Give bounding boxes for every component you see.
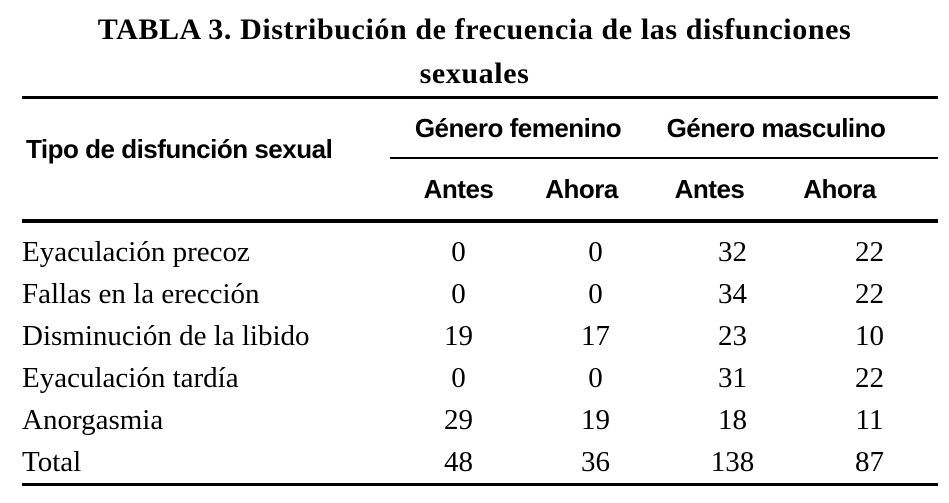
table-row-total: Total 48 36 138 87 xyxy=(22,441,938,483)
cell-value: 29 xyxy=(444,403,473,436)
cell-value: 0 xyxy=(588,235,603,268)
cell-value: 36 xyxy=(581,445,610,478)
row-label: Disminución de la libido xyxy=(22,319,310,352)
row-label: Fallas en la erección xyxy=(22,277,260,310)
row-label: Anorgasmia xyxy=(22,403,164,436)
group-header-masculino-label: Género masculino xyxy=(666,112,886,143)
group-header-femenino: Género femenino xyxy=(390,113,664,144)
subheader-masculino-antes: Antes xyxy=(674,173,745,204)
table-title-line1: TABLA 3. Distribución de frecuencia de l… xyxy=(97,13,852,46)
cell-value: 0 xyxy=(451,235,466,268)
row-label: Eyaculación precoz xyxy=(22,235,250,268)
cell-value: 18 xyxy=(718,403,747,436)
cell-value: 31 xyxy=(718,361,747,394)
group-header-femenino-label: Género femenino xyxy=(414,112,622,143)
cell-value: 48 xyxy=(444,445,473,478)
table-row: Anorgasmia 29 19 18 11 xyxy=(22,399,938,441)
table-row: Eyaculación precoz 0 0 32 22 xyxy=(22,231,938,273)
cell-value: 10 xyxy=(855,319,884,352)
cell-value: 0 xyxy=(451,277,466,310)
cell-value: 32 xyxy=(718,235,747,268)
cell-value: 87 xyxy=(855,445,884,478)
table-title-line2: sexuales xyxy=(419,57,530,90)
row-label: Total xyxy=(22,445,82,478)
cell-value: 11 xyxy=(855,403,884,436)
cell-value: 22 xyxy=(855,361,884,394)
group-header-masculino: Género masculino xyxy=(664,113,938,144)
row-label: Eyaculación tardía xyxy=(22,361,239,394)
cell-value: 17 xyxy=(581,319,610,352)
header-bottom-rule xyxy=(22,219,938,223)
cell-value: 0 xyxy=(588,277,603,310)
cell-value: 19 xyxy=(581,403,610,436)
header-row-label-cell: Tipo de disfunción sexual xyxy=(22,99,390,219)
subheader-femenino-antes: Antes xyxy=(423,173,494,204)
subheader-masculino-ahora: Ahora xyxy=(803,173,876,204)
group-underline-rule xyxy=(390,157,938,159)
table-body: Eyaculación precoz 0 0 32 22 Fallas en l… xyxy=(22,223,938,483)
subheader-femenino-ahora: Ahora xyxy=(545,173,618,204)
table-header: Tipo de disfunción sexual Género femenin… xyxy=(22,99,938,219)
table-row: Fallas en la erección 0 0 34 22 xyxy=(22,273,938,315)
table-row: Eyaculación tardía 0 0 31 22 xyxy=(22,357,938,399)
group-header-row: Género femenino Género masculino xyxy=(390,99,938,157)
cell-value: 23 xyxy=(718,319,747,352)
cell-value: 22 xyxy=(855,277,884,310)
cell-value: 34 xyxy=(718,277,747,310)
table-row: Disminución de la libido 19 17 23 10 xyxy=(22,315,938,357)
cell-value: 22 xyxy=(855,235,884,268)
cell-value: 0 xyxy=(588,361,603,394)
cell-value: 19 xyxy=(444,319,473,352)
subheader-row: Antes Ahora Antes Ahora xyxy=(390,159,938,219)
table-title: TABLA 3. Distribución de frecuencia de l… xyxy=(0,0,949,96)
header-groups-area: Género femenino Género masculino Antes A… xyxy=(390,99,938,219)
bottom-rule xyxy=(22,483,938,486)
cell-value: 138 xyxy=(710,445,755,478)
cell-value: 0 xyxy=(451,361,466,394)
row-header-label: Tipo de disfunción sexual xyxy=(26,133,333,164)
top-rule xyxy=(22,96,938,99)
